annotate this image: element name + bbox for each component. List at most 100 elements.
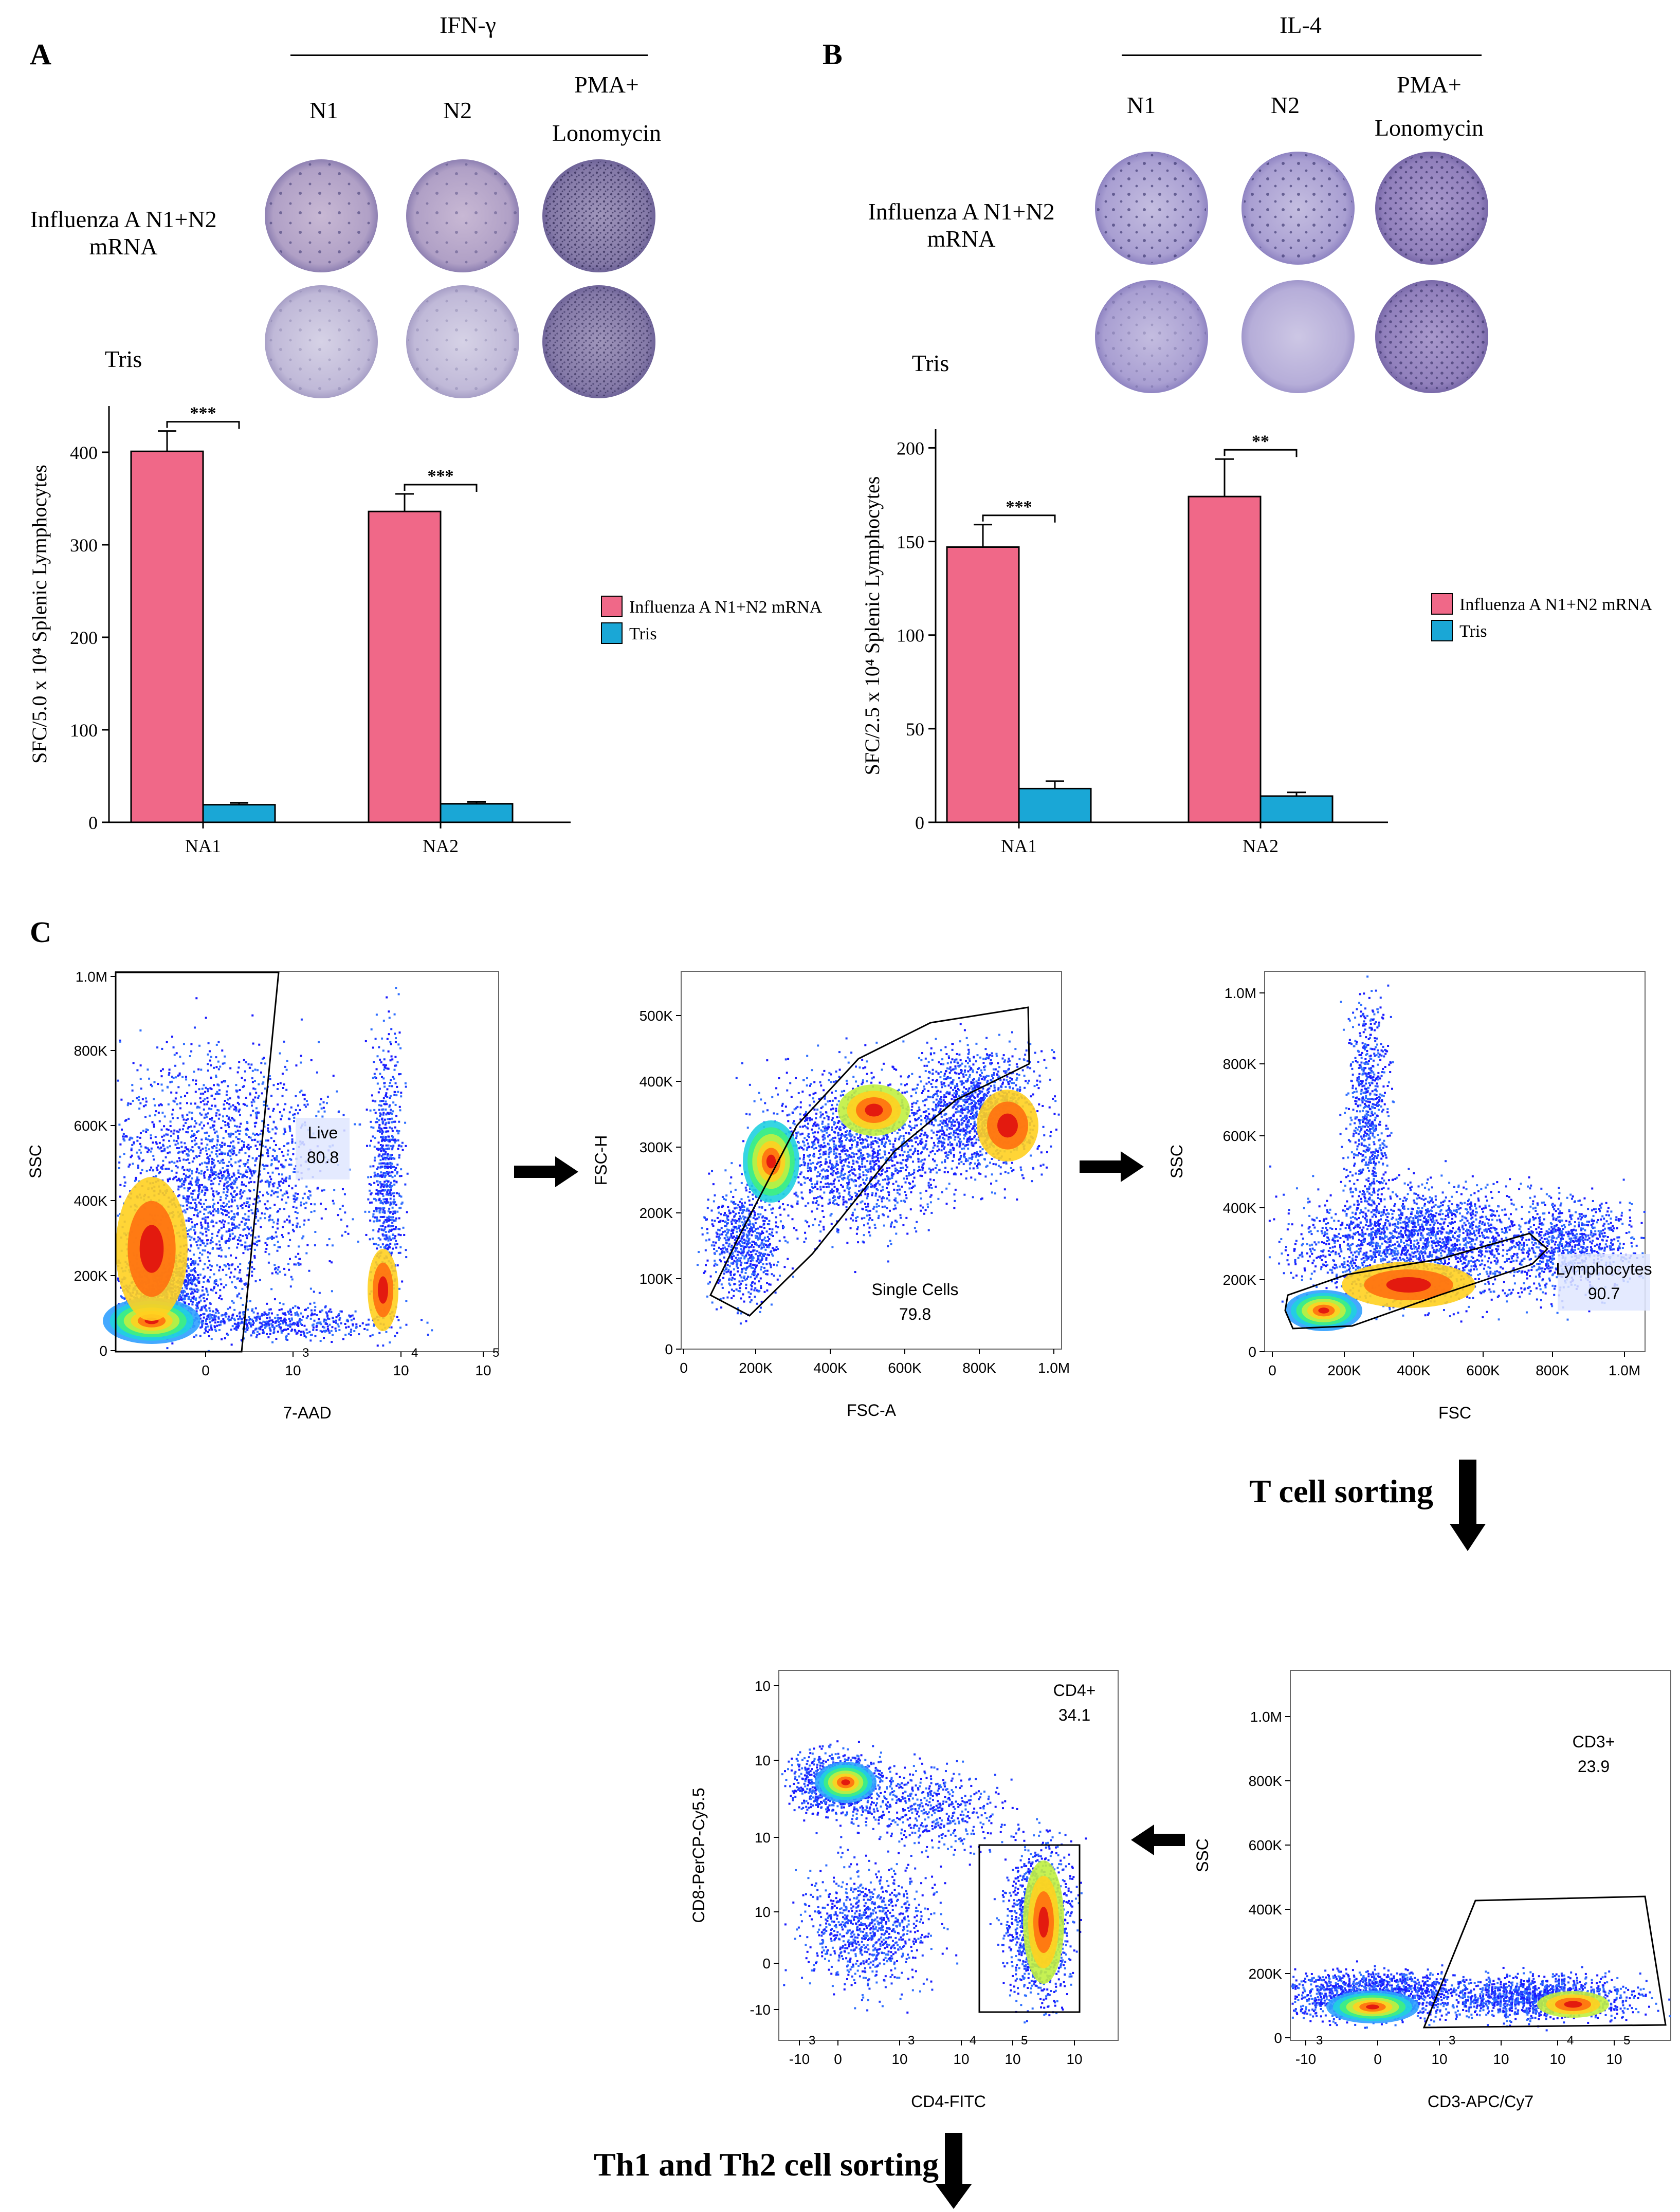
event-dot <box>377 1190 379 1192</box>
event-dot <box>173 1162 176 1164</box>
event-dot <box>250 1181 252 1183</box>
event-dot <box>229 1229 231 1232</box>
event-dot <box>215 1280 217 1283</box>
event-dot <box>153 1123 155 1126</box>
event-dot <box>278 1185 281 1187</box>
event-dot <box>183 1279 186 1282</box>
event-dot <box>277 1331 279 1333</box>
event-dot <box>203 1125 206 1127</box>
event-dot <box>174 1097 177 1100</box>
event-dot <box>393 1180 395 1183</box>
event-dot <box>197 1130 200 1132</box>
event-dot <box>381 1137 384 1140</box>
event-dot <box>163 1115 166 1118</box>
event-dot <box>267 1171 269 1174</box>
event-dot <box>340 1219 342 1221</box>
event-dot <box>388 1017 391 1019</box>
event-dot <box>184 1296 186 1299</box>
event-dot <box>385 1103 388 1105</box>
event-dot <box>828 1155 830 1158</box>
event-dot <box>822 1153 825 1156</box>
event-dot <box>180 1146 183 1148</box>
event-dot <box>205 1310 208 1312</box>
event-dot <box>185 1119 188 1121</box>
event-dot <box>182 1043 185 1045</box>
event-dot <box>231 1238 234 1240</box>
event-dot <box>270 1159 273 1162</box>
event-dot <box>376 1117 378 1120</box>
event-dot <box>391 1148 394 1151</box>
event-dot <box>323 1189 325 1191</box>
event-dot <box>201 1323 204 1326</box>
event-dot <box>824 1170 827 1172</box>
event-dot <box>140 1145 142 1148</box>
event-dot <box>255 1107 258 1110</box>
event-dot <box>927 1184 930 1187</box>
event-dot <box>373 1171 376 1174</box>
event-dot <box>299 1109 301 1111</box>
event-dot <box>846 1137 848 1139</box>
event-dot <box>213 1316 216 1319</box>
event-dot <box>339 1310 342 1313</box>
event-dot <box>872 1140 874 1142</box>
event-dot <box>287 1333 290 1335</box>
event-dot <box>271 1128 274 1131</box>
event-dot <box>239 1089 241 1092</box>
event-dot <box>215 1043 218 1046</box>
event-dot <box>395 1064 397 1067</box>
event-dot <box>192 1199 194 1201</box>
event-dot <box>216 1310 219 1312</box>
event-dot <box>183 1169 186 1171</box>
event-dot <box>305 1202 307 1204</box>
event-dot <box>836 1190 838 1193</box>
event-dot <box>908 1172 910 1174</box>
event-dot <box>828 1151 831 1154</box>
event-dot <box>377 1127 380 1129</box>
event-dot <box>230 1271 232 1274</box>
event-dot <box>200 1224 203 1227</box>
event-dot <box>796 1105 799 1108</box>
event-dot <box>223 1226 225 1228</box>
event-dot <box>168 1072 171 1074</box>
event-dot <box>766 1109 769 1112</box>
event-dot <box>842 1203 845 1206</box>
event-dot <box>236 1071 239 1074</box>
event-dot <box>394 1120 396 1123</box>
event-dot <box>181 1177 184 1180</box>
event-dot <box>382 1158 385 1160</box>
event-dot <box>205 1216 207 1219</box>
event-dot <box>233 1308 236 1311</box>
event-dot <box>200 1307 203 1310</box>
event-dot <box>370 1184 372 1186</box>
event-dot <box>846 1187 849 1190</box>
event-dot <box>188 1170 190 1172</box>
event-dot <box>807 1135 809 1137</box>
event-dot <box>179 1056 181 1058</box>
event-dot <box>178 1157 180 1159</box>
event-dot <box>872 1148 875 1151</box>
event-dot <box>375 1192 377 1195</box>
event-dot <box>328 1260 331 1263</box>
event-dot <box>391 1206 394 1209</box>
event-dot <box>198 1106 200 1109</box>
event-dot <box>223 1080 226 1083</box>
event-dot <box>206 1097 209 1099</box>
event-dot <box>239 1280 241 1282</box>
event-dot <box>878 1153 881 1155</box>
event-dot <box>218 1153 221 1155</box>
event-dot <box>810 1190 813 1193</box>
legend-label-tris: Tris <box>629 624 657 643</box>
event-dot <box>832 1190 835 1192</box>
event-dot <box>374 1076 376 1079</box>
event-dot <box>781 1110 784 1113</box>
event-dot <box>184 1142 186 1145</box>
event-dot <box>291 1138 294 1140</box>
event-dot <box>393 1192 396 1194</box>
event-dot <box>259 1200 261 1203</box>
event-dot <box>260 1154 263 1156</box>
event-dot <box>270 1288 273 1291</box>
event-dot <box>867 1210 869 1212</box>
event-dot <box>201 1205 204 1208</box>
event-dot <box>406 1172 409 1175</box>
event-dot <box>306 1244 309 1246</box>
